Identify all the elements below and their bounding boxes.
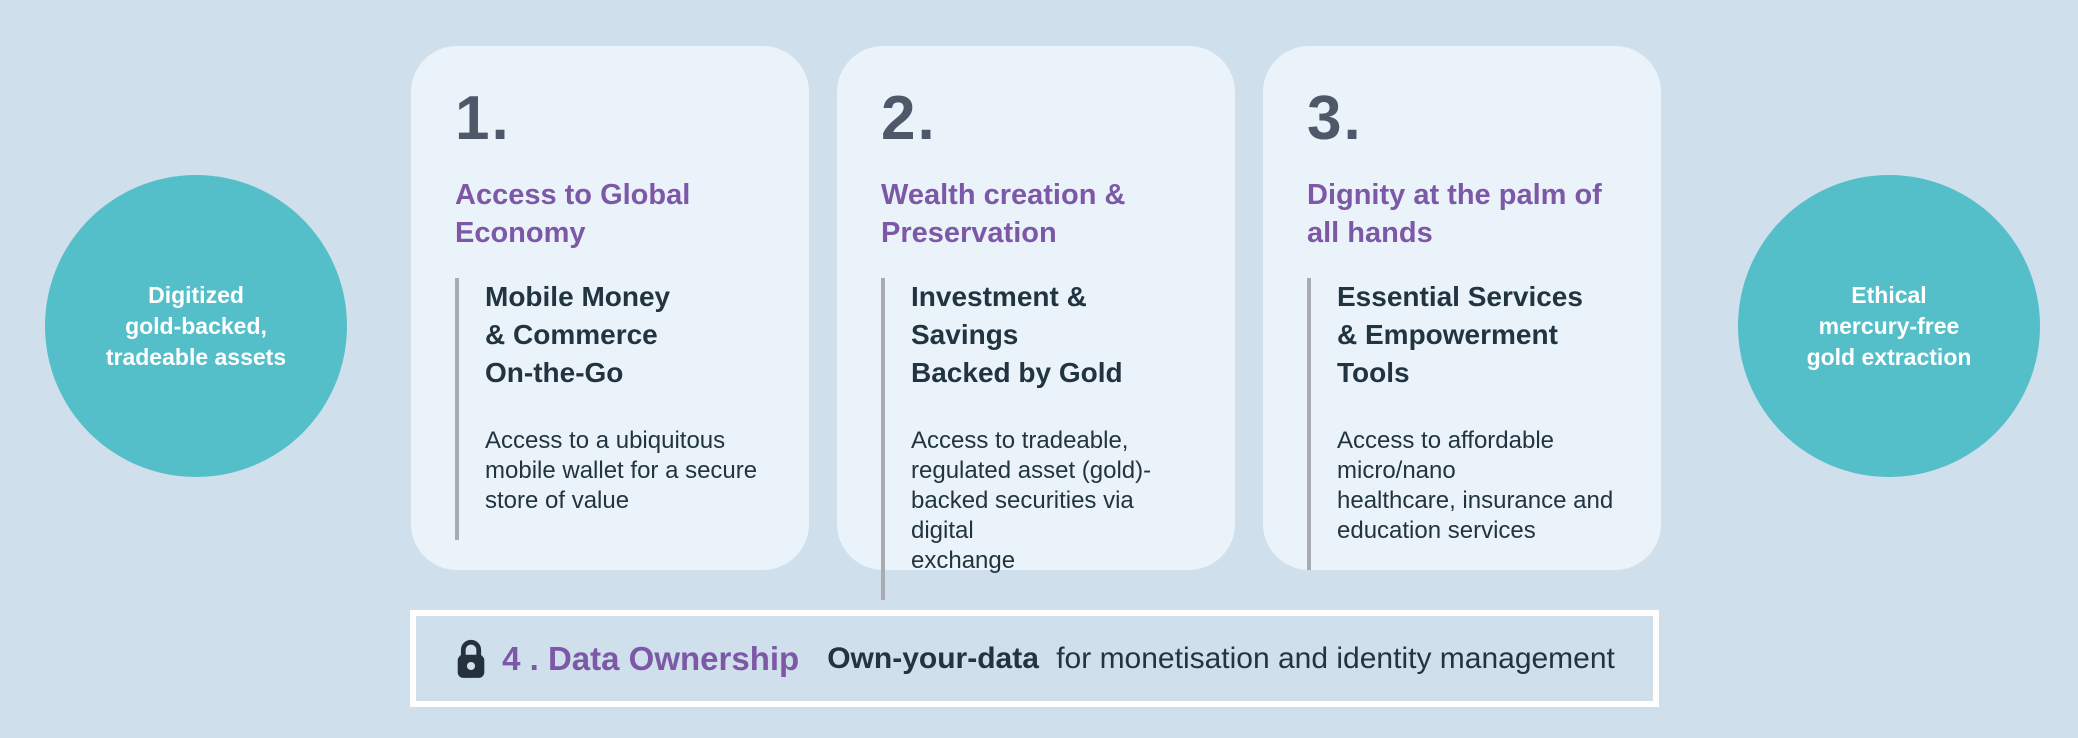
card-wealth-creation: 2. Wealth creation & Preservation Invest… bbox=[837, 46, 1235, 600]
card-body: Access to affordable micro/nano healthca… bbox=[1337, 427, 1614, 544]
description-rest-text: for monetisation and identity management bbox=[1056, 641, 1615, 675]
card-title: Dignity at the palm of all hands bbox=[1307, 179, 1602, 249]
card-subtitle: Mobile Money & Commerce On-the-Go bbox=[485, 281, 671, 388]
left-circle-digitized-assets: Digitized gold-backed, tradeable assets bbox=[45, 175, 347, 477]
data-ownership-description: Own-your-data for monetisation and ident… bbox=[827, 642, 1615, 676]
card-number: 3. bbox=[1307, 84, 1363, 153]
card-content: Mobile Money & Commerce On-the-Go Access… bbox=[455, 278, 769, 540]
card-access-global-economy: 1. Access to Global Economy Mobile Money… bbox=[411, 46, 809, 570]
card-number: 1. bbox=[455, 84, 511, 153]
left-circle-text: Digitized gold-backed, tradeable assets bbox=[105, 281, 287, 370]
card-body: Access to tradeable, regulated asset (go… bbox=[911, 427, 1152, 574]
right-circle-ethical-extraction: Ethical mercury-free gold extraction bbox=[1738, 175, 2040, 477]
card-title: Wealth creation & Preservation bbox=[881, 179, 1126, 249]
card-subtitle: Essential Services & Empowerment Tools bbox=[1337, 281, 1583, 388]
card-number: 2. bbox=[881, 84, 937, 153]
card-subtitle: Investment & Savings Backed by Gold bbox=[911, 281, 1123, 388]
card-body: Access to a ubiquitous mobile wallet for… bbox=[485, 427, 758, 514]
card-content: Investment & Savings Backed by Gold Acce… bbox=[881, 278, 1195, 600]
own-your-data-text: Own-your-data bbox=[827, 641, 1039, 675]
card-dignity: 3. Dignity at the palm of all hands Esse… bbox=[1263, 46, 1661, 570]
card-title: Access to Global Economy bbox=[455, 179, 691, 249]
card-content: Essential Services & Empowerment Tools A… bbox=[1307, 278, 1621, 570]
data-ownership-bar: 4 . Data Ownership Own-your-data for mon… bbox=[410, 610, 1659, 707]
data-ownership-label: 4 . Data Ownership bbox=[502, 639, 800, 677]
right-circle-text: Ethical mercury-free gold extraction bbox=[1806, 281, 1972, 370]
lock-icon bbox=[457, 639, 485, 678]
